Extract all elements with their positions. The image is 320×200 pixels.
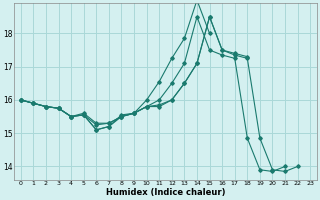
X-axis label: Humidex (Indice chaleur): Humidex (Indice chaleur) xyxy=(106,188,225,197)
